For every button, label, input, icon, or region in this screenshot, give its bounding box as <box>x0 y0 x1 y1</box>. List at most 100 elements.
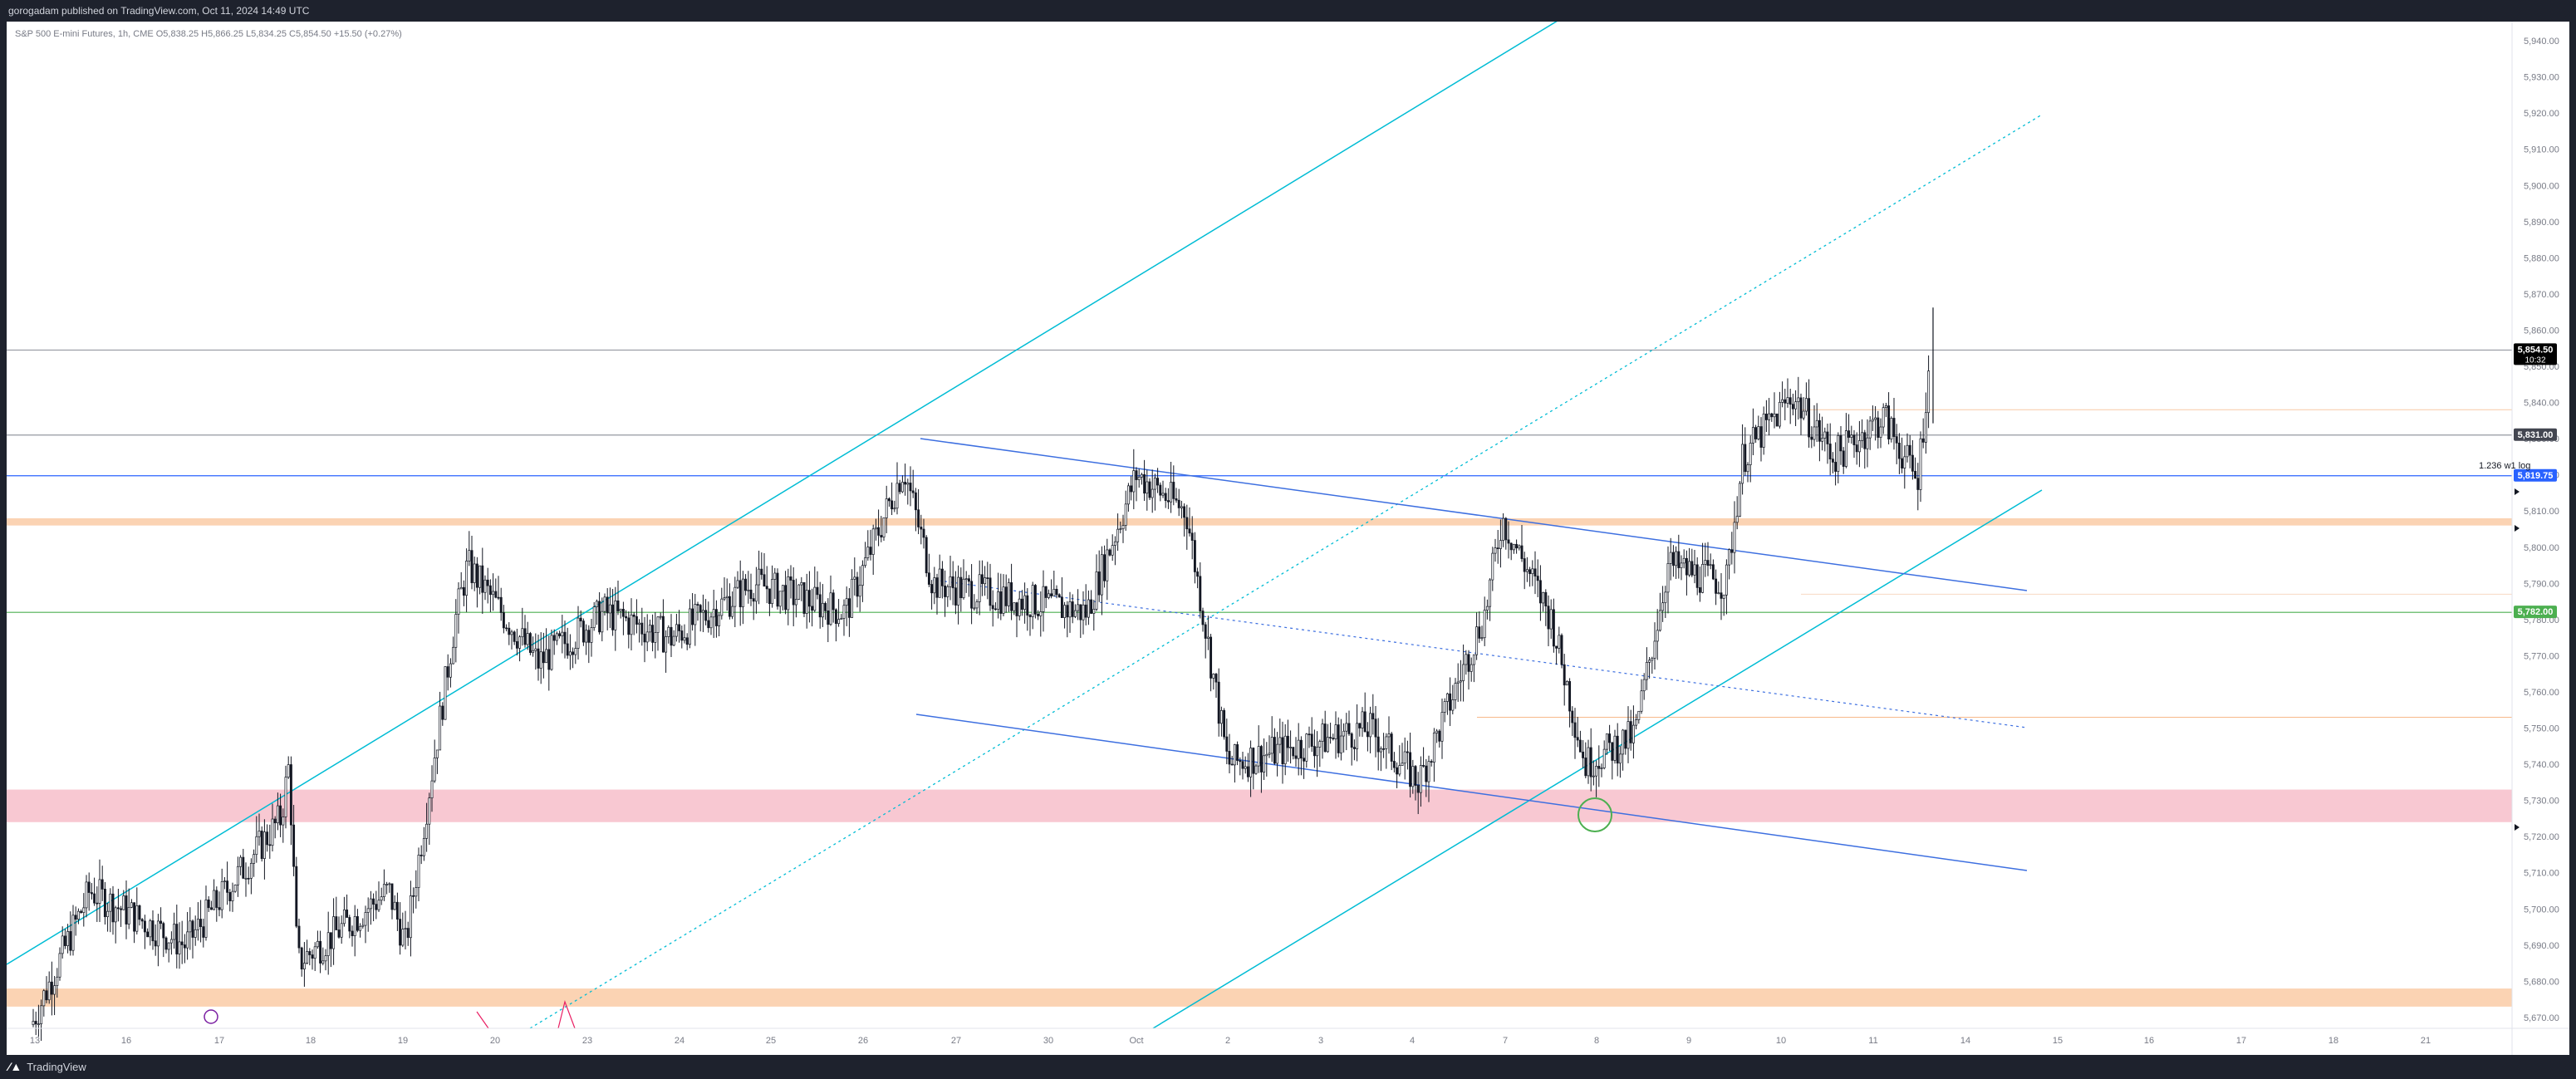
candle <box>614 586 617 651</box>
candle <box>255 816 258 863</box>
candle <box>295 856 298 929</box>
candle <box>1297 723 1300 776</box>
candle <box>1430 759 1433 767</box>
candle <box>1547 595 1550 647</box>
candle <box>114 905 117 944</box>
x-tick-label: 26 <box>858 1036 868 1046</box>
candle <box>1698 566 1701 602</box>
candle <box>494 578 498 599</box>
y-tick-label: 5,680.00 <box>2524 977 2559 987</box>
candle <box>1180 500 1183 519</box>
candle <box>1060 576 1063 618</box>
candle <box>1571 706 1574 736</box>
candle <box>1283 723 1287 776</box>
candle <box>1791 394 1794 415</box>
candle <box>632 611 635 635</box>
candle <box>665 630 668 673</box>
candle <box>1764 400 1768 433</box>
candle <box>1170 461 1173 513</box>
brand[interactable]: ⁄▲ TradingView <box>8 1055 86 1079</box>
candle <box>300 946 303 977</box>
axis-arrow-icon <box>2515 525 2520 532</box>
candle <box>1826 424 1829 464</box>
candle <box>260 826 263 862</box>
candle <box>218 891 221 917</box>
candle <box>1592 760 1595 786</box>
candle <box>508 622 511 645</box>
candle <box>1861 419 1864 449</box>
footer-bar: ⁄▲ TradingView <box>0 1055 2576 1079</box>
candle <box>420 845 423 865</box>
candle <box>56 968 59 998</box>
x-tick-label: 2 <box>1225 1036 1230 1046</box>
candle <box>1419 756 1422 807</box>
candle <box>149 919 152 946</box>
candle <box>1815 403 1818 443</box>
candle <box>1246 753 1249 782</box>
price-chart[interactable]: 5,670.00 5,680.00 5,690.00 5,700.00 5,710.00… <box>6 8 2569 1055</box>
candle <box>917 488 920 535</box>
candle <box>159 907 163 929</box>
candle <box>1666 546 1670 614</box>
candle <box>1773 392 1776 429</box>
candle <box>1020 590 1023 616</box>
candle <box>1751 408 1754 455</box>
candle <box>220 868 223 919</box>
candle <box>1685 550 1688 596</box>
candle <box>191 919 194 959</box>
candle <box>223 876 226 890</box>
candle <box>1512 543 1515 554</box>
candle <box>1558 626 1561 654</box>
candle <box>898 479 901 495</box>
candle <box>1552 598 1555 653</box>
candle <box>781 585 784 611</box>
x-tick-label: 25 <box>766 1036 776 1046</box>
candle <box>249 858 253 895</box>
candle <box>1039 591 1043 637</box>
publish-info: gorogadam published on TradingView.com, … <box>8 5 310 17</box>
candle <box>356 909 359 933</box>
candle <box>138 905 141 926</box>
candle <box>904 463 907 496</box>
highlight-circle <box>1577 797 1612 832</box>
candle <box>973 594 976 611</box>
candle <box>1635 714 1638 730</box>
brand-name: TradingView <box>27 1061 86 1073</box>
x-tick-label: 18 <box>306 1036 316 1046</box>
y-tick-label: 5,750.00 <box>2524 724 2559 734</box>
candle <box>1071 594 1074 624</box>
candle <box>581 618 585 646</box>
candle <box>1305 733 1308 768</box>
x-tick-label: 13 <box>30 1036 40 1046</box>
candle <box>1725 559 1728 615</box>
candle <box>1398 745 1401 777</box>
candle <box>1706 542 1710 576</box>
candle <box>1299 736 1303 776</box>
candle <box>845 586 848 626</box>
candle <box>239 855 243 875</box>
candle <box>1775 413 1779 427</box>
candle <box>1010 563 1013 620</box>
candle <box>439 691 442 751</box>
candle <box>1427 755 1430 802</box>
candle <box>670 614 673 658</box>
candle <box>348 915 351 939</box>
y-tick-label: 5,940.00 <box>2524 37 2559 47</box>
candle <box>1578 730 1582 753</box>
candle <box>282 808 285 843</box>
candle <box>688 599 691 649</box>
candle <box>1491 547 1494 591</box>
candle <box>935 573 939 615</box>
candle <box>1263 738 1266 780</box>
candle <box>738 560 742 626</box>
candle <box>247 866 250 885</box>
candle <box>76 908 80 925</box>
candle <box>1414 765 1417 801</box>
candle <box>1847 414 1851 444</box>
candle <box>1140 473 1143 485</box>
candle <box>1077 589 1080 620</box>
candle <box>366 897 370 932</box>
candle <box>151 910 155 950</box>
chart-frame[interactable]: 5,670.00 5,680.00 5,690.00 5,700.00 5,710.00… <box>6 8 2569 1055</box>
candle <box>635 599 638 634</box>
